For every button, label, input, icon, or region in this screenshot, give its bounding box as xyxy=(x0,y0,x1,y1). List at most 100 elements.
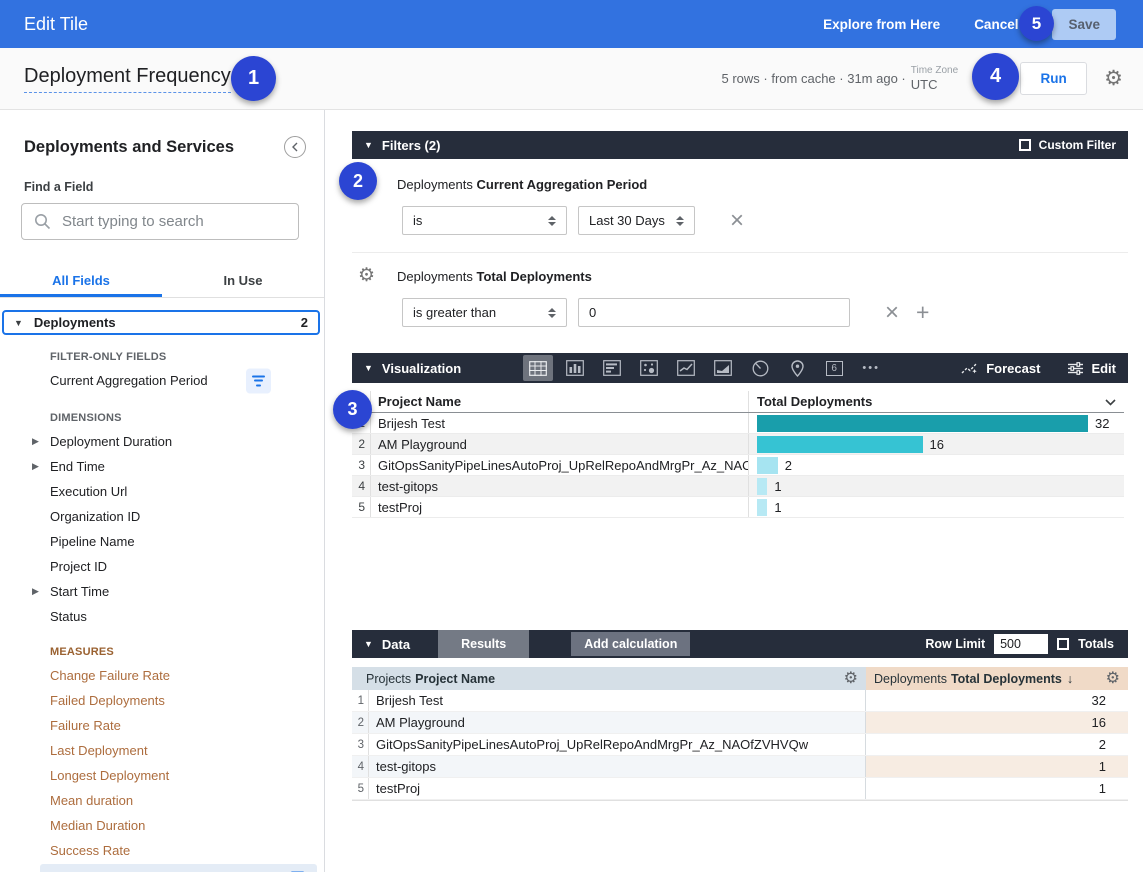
viz-col-total-deployments[interactable]: Total Deployments xyxy=(748,391,1124,412)
chevron-down-icon[interactable] xyxy=(1105,394,1116,409)
remove-filter-icon[interactable]: × xyxy=(730,206,745,234)
filter-operator-select[interactable]: is greater than xyxy=(402,298,567,327)
column-gear-icon[interactable]: ⚙ xyxy=(1105,669,1120,687)
row-number: 4 xyxy=(352,756,369,777)
filter-field-name: Deployments Current Aggregation Period xyxy=(397,177,1128,192)
row-number: 2 xyxy=(358,437,365,451)
field-longest-deployment[interactable]: Longest Deployment xyxy=(0,763,324,788)
column-gear-icon[interactable]: ⚙ xyxy=(843,669,858,687)
search-input[interactable] xyxy=(62,213,286,230)
viz-col-project-name[interactable]: Project Name xyxy=(370,391,748,412)
field-label: Success Rate xyxy=(50,843,131,858)
row-number: 3 xyxy=(358,458,365,472)
filter-icon[interactable] xyxy=(246,368,271,393)
filter-operator-select[interactable]: is xyxy=(402,206,567,235)
row-number: 5 xyxy=(358,500,365,514)
project-name-cell: testProj xyxy=(369,778,866,799)
field-status[interactable]: Status xyxy=(0,604,324,629)
viz-table-row[interactable]: 4 test-gitops 1 xyxy=(352,476,1124,497)
results-table-header: Projects Project Name ⚙ Deployments Tota… xyxy=(352,667,1128,690)
dimensions-heading: DIMENSIONS xyxy=(50,412,122,424)
edit-viz-button[interactable]: Edit xyxy=(1068,361,1116,376)
caret-right-icon: ▶ xyxy=(32,461,39,471)
filters-section-title: Filters (2) xyxy=(381,137,441,153)
timezone-block[interactable]: Time Zone UTC xyxy=(911,65,958,92)
field-start-time[interactable]: ▶ Start Time xyxy=(0,579,324,604)
row-limit-input[interactable] xyxy=(994,634,1049,654)
results-row[interactable]: 4 test-gitops 1 xyxy=(352,756,1128,778)
annotation-badge-1: 1 xyxy=(231,56,276,101)
tab-all-fields[interactable]: All Fields xyxy=(52,272,110,288)
field-deployment-duration[interactable]: ▶ Deployment Duration xyxy=(0,429,324,454)
field-label: Start Time xyxy=(50,584,110,599)
tile-title[interactable]: Deployment Frequency xyxy=(24,65,231,93)
results-row[interactable]: 1 Brijesh Test 32 xyxy=(352,690,1128,712)
field-label: Status xyxy=(50,609,87,624)
viz-table-row[interactable]: 3 GitOpsSanityPipeLinesAutoProj_UpRelRep… xyxy=(352,455,1124,476)
field-failed-deployments[interactable]: Failed Deployments xyxy=(0,688,324,713)
viz-type-area-chart-icon[interactable] xyxy=(708,355,738,381)
viz-type-more-icon[interactable]: ••• xyxy=(862,362,880,374)
custom-filter-checkbox[interactable] xyxy=(1018,139,1031,151)
filters-section-bar[interactable]: ▼ Filters (2) Custom Filter xyxy=(352,131,1128,159)
sliders-icon xyxy=(1068,361,1084,375)
field-execution-url[interactable]: Execution Url xyxy=(0,479,324,504)
visualization-table: Project Name Total Deployments 1 Brijesh… xyxy=(352,391,1124,518)
data-section-bar[interactable]: ▼ Data Results Add calculation Row Limit… xyxy=(352,630,1128,658)
field-mean-duration[interactable]: Mean duration xyxy=(0,788,324,813)
field-success-rate[interactable]: Success Rate xyxy=(0,838,324,863)
collapse-sidebar-button[interactable] xyxy=(284,136,306,158)
sort-descending-icon[interactable]: ↓ xyxy=(1066,671,1074,686)
results-row[interactable]: 2 AM Playground 16 xyxy=(352,712,1128,734)
viz-type-line-chart-icon[interactable] xyxy=(671,355,701,381)
field-search[interactable] xyxy=(21,203,299,240)
dimension-column-header[interactable]: Projects Project Name ⚙ xyxy=(352,667,866,690)
project-name-cell: AM Playground xyxy=(370,434,748,454)
run-button[interactable]: Run xyxy=(1020,62,1088,95)
explore-from-here-link[interactable]: Explore from Here xyxy=(823,16,941,32)
viz-table-row[interactable]: 1 Brijesh Test 32 xyxy=(352,413,1124,434)
totals-checkbox[interactable] xyxy=(1057,638,1070,650)
visualization-section-title: Visualization xyxy=(381,360,462,376)
data-section-title: Data xyxy=(381,636,411,652)
field-median-duration[interactable]: Median Duration xyxy=(0,813,324,838)
header-gear-icon[interactable]: ⚙ xyxy=(1104,67,1123,90)
viz-type-pie-chart-icon[interactable] xyxy=(745,355,775,381)
results-row[interactable]: 5 testProj 1 xyxy=(352,778,1128,800)
filter-value-select[interactable]: Last 30 Days xyxy=(578,206,695,235)
add-calculation-button[interactable]: Add calculation xyxy=(571,632,691,656)
tab-in-use[interactable]: In Use xyxy=(223,272,263,288)
forecast-button[interactable]: Forecast xyxy=(961,361,1040,376)
field-project-id[interactable]: Project ID xyxy=(0,554,324,579)
field-end-time[interactable]: ▶ End Time xyxy=(0,454,324,479)
visualization-section-bar[interactable]: ▼ Visualization xyxy=(352,353,1128,383)
results-row[interactable]: 3 GitOpsSanityPipeLinesAutoProj_UpRelRep… xyxy=(352,734,1128,756)
field-label: Change Failure Rate xyxy=(50,668,170,683)
custom-filter-toggle[interactable]: Custom Filter xyxy=(1018,138,1116,152)
save-button[interactable]: Save xyxy=(1052,8,1116,40)
add-filter-icon[interactable]: + xyxy=(916,299,930,325)
viz-type-single-value-icon[interactable]: 6 xyxy=(819,355,849,381)
remove-filter-icon[interactable]: × xyxy=(885,298,900,326)
viz-table-row[interactable]: 5 testProj 1 xyxy=(352,497,1124,518)
viz-type-column-chart-icon[interactable] xyxy=(560,355,590,381)
measure-column-header[interactable]: Deployments Total Deployments ↓ ⚙ xyxy=(866,667,1128,690)
viz-type-map-icon[interactable] xyxy=(782,355,812,381)
field-change-failure-rate[interactable]: Change Failure Rate xyxy=(0,663,324,688)
field-current-aggregation-period[interactable]: Current Aggregation Period xyxy=(0,368,324,393)
field-pipeline-name[interactable]: Pipeline Name xyxy=(0,529,324,554)
field-last-deployment[interactable]: Last Deployment xyxy=(0,738,324,763)
field-failure-rate[interactable]: Failure Rate xyxy=(0,713,324,738)
viz-type-table-icon[interactable] xyxy=(523,355,554,381)
results-tab[interactable]: Results xyxy=(438,630,530,658)
field-picker-sidebar: Deployments and Services Find a Field Al… xyxy=(0,110,325,872)
filter-value-input[interactable] xyxy=(578,298,850,327)
field-organization-id[interactable]: Organization ID xyxy=(0,504,324,529)
view-group-deployments[interactable]: ▼ Deployments 2 xyxy=(2,310,320,335)
cancel-button[interactable]: Cancel xyxy=(974,16,1019,32)
viz-type-scatter-icon[interactable] xyxy=(634,355,664,381)
viz-table-row[interactable]: 2 AM Playground 16 xyxy=(352,434,1124,455)
filter-gear-icon[interactable]: ⚙ xyxy=(358,265,376,286)
field-total-deployments-selected[interactable]: Total Deployments xyxy=(40,864,317,872)
viz-type-bar-chart-icon[interactable] xyxy=(597,355,627,381)
